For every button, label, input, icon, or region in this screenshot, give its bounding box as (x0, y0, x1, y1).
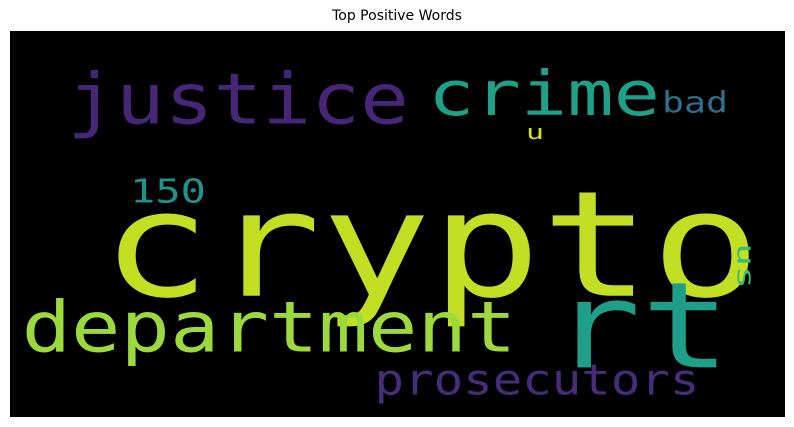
chart-title: Top Positive Words (332, 8, 462, 24)
word-150: 150 (130, 172, 206, 210)
cloud-background (10, 31, 785, 417)
word-rt: rt (551, 256, 731, 396)
word-us: us (732, 243, 761, 289)
word-cloud-canvas: crypto rt justice crime department prose… (10, 31, 785, 417)
word-bad: bad (662, 85, 728, 119)
word-crypto: crypto (101, 160, 761, 331)
word-department: department (22, 287, 517, 369)
word-justice: justice (67, 59, 409, 140)
word-prosecutors: prosecutors (375, 355, 700, 405)
word-crime: crime (428, 59, 660, 130)
word-cloud-svg: crypto rt justice crime department prose… (10, 31, 785, 417)
word-u: u (526, 121, 544, 145)
